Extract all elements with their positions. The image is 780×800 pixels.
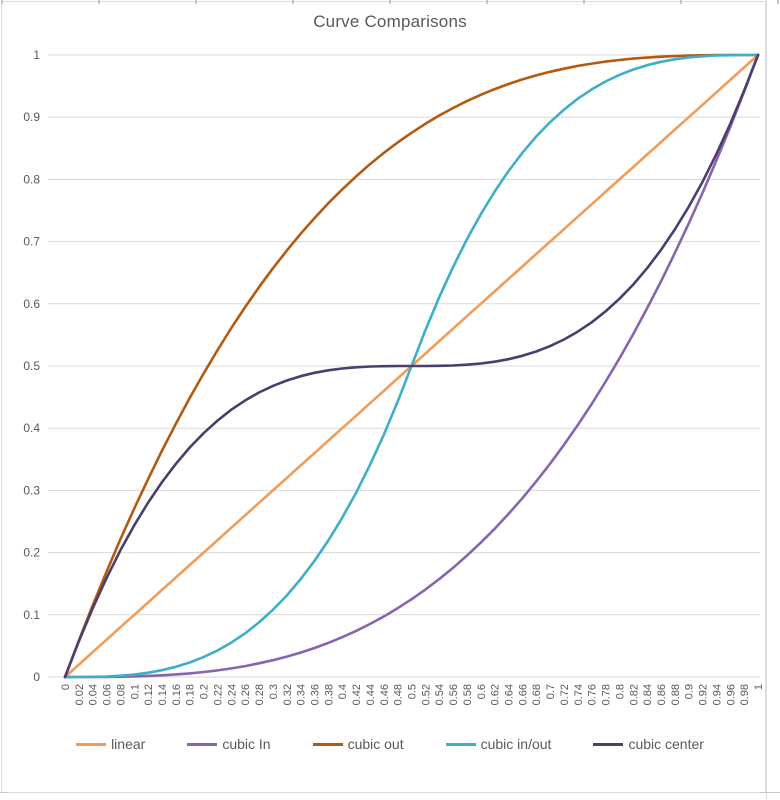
y-tick-label: 0.2	[23, 546, 40, 560]
legend-label: cubic out	[347, 736, 404, 752]
y-tick-label: 0.9	[23, 110, 40, 124]
x-tick-label: 0.46	[379, 684, 391, 705]
y-tick-label: 0.3	[23, 483, 40, 497]
legend-label: cubic in/out	[480, 736, 552, 752]
legend-swatch-cubic-in-out	[445, 742, 476, 746]
x-tick-label: 0.96	[725, 684, 737, 705]
legend-item-cubic-center[interactable]: cubic center	[593, 736, 704, 752]
x-tick-label: 0.32	[282, 684, 294, 705]
y-tick-label: 0.1	[23, 608, 40, 622]
x-tick-label: 0.08	[115, 684, 127, 705]
x-tick-label: 0.38	[323, 684, 335, 705]
x-tick-label: 0.82	[628, 684, 640, 705]
y-tick-label: 0.4	[23, 421, 40, 435]
x-tick-label: 0.22	[213, 684, 225, 705]
chart-frame	[1, 1, 766, 793]
legend: linear cubic In cubic out cubic in/out cubic…	[0, 736, 780, 752]
x-tick-label: 0.84	[642, 684, 654, 705]
legend-item-cubic-out[interactable]: cubic out	[312, 736, 404, 752]
x-tick-label: 0.88	[670, 684, 682, 705]
series-line-cubic-center[interactable]	[63, 53, 760, 679]
x-tick-label: 1	[753, 684, 765, 690]
x-tick-label: 0.04	[88, 684, 100, 705]
legend-swatch-cubic-in	[187, 742, 218, 746]
x-tick-label: 0.5	[407, 684, 419, 699]
x-tick-label: 0.78	[601, 684, 613, 705]
x-tick-label: 0.68	[531, 684, 543, 705]
x-tick-label: 0.44	[365, 684, 377, 705]
x-tick-label: 0.62	[490, 684, 502, 705]
y-tick-label: 0.5	[23, 359, 40, 373]
x-tick-label: 0.64	[504, 684, 516, 705]
y-tick-label: 0.7	[23, 235, 40, 249]
x-tick-label: 0.12	[143, 684, 155, 705]
x-tick-label: 0.16	[171, 684, 183, 705]
x-tick-label: 0.3	[268, 684, 280, 699]
x-tick-label: 0.76	[587, 684, 599, 705]
x-tick-label: 0.72	[559, 684, 571, 705]
x-tick-label: 0.14	[157, 684, 169, 705]
x-tick-label: 0.92	[698, 684, 710, 705]
x-tick-label: 0.98	[739, 684, 751, 705]
x-tick-label: 0.24	[226, 684, 238, 705]
y-tick-label: 0.8	[23, 172, 40, 186]
x-tick-label: 0.48	[393, 684, 405, 705]
x-tick-label: 0.42	[351, 684, 363, 705]
x-tick-label: 0.26	[240, 684, 252, 705]
x-tick-label: 0.52	[420, 684, 432, 705]
x-tick-label: 0	[60, 684, 72, 690]
legend-swatch-cubic-center	[593, 742, 624, 746]
y-tick-label: 1	[33, 48, 40, 62]
x-tick-label: 0.18	[185, 684, 197, 705]
x-tick-label: 0.06	[102, 684, 114, 705]
legend-label: cubic In	[222, 736, 271, 752]
x-tick-label: 0.1	[129, 684, 141, 699]
x-tick-label: 0.02	[74, 684, 86, 705]
series-line-cubic-in[interactable]	[63, 53, 760, 679]
legend-item-linear[interactable]: linear	[76, 736, 145, 752]
legend-item-cubic-in-out[interactable]: cubic in/out	[445, 736, 552, 752]
legend-swatch-linear	[76, 742, 107, 746]
x-tick-label: 0.54	[434, 684, 446, 705]
x-tick-label: 0.8	[614, 684, 626, 699]
x-tick-label: 0.36	[310, 684, 322, 705]
x-tick-label: 0.56	[448, 684, 460, 705]
x-tick-label: 0.6	[476, 684, 488, 699]
x-tick-label: 0.7	[545, 684, 557, 699]
x-tick-label: 0.28	[254, 684, 266, 705]
legend-label: linear	[111, 736, 146, 752]
x-tick-label: 0.74	[573, 684, 585, 705]
x-tick-label: 0.94	[711, 684, 723, 705]
y-tick-label: 0.6	[23, 297, 40, 311]
legend-label: cubic center	[628, 736, 704, 752]
chart-title: Curve Comparisons	[313, 12, 467, 31]
legend-item-cubic-in[interactable]: cubic In	[187, 736, 271, 752]
x-tick-label: 0.86	[656, 684, 668, 705]
x-tick-label: 0.66	[517, 684, 529, 705]
x-tick-label: 0.34	[296, 684, 308, 705]
legend-swatch-cubic-out	[312, 742, 343, 746]
series-line-cubic-out[interactable]	[63, 53, 760, 679]
x-tick-label: 0.4	[337, 684, 349, 699]
y-tick-label: 0	[33, 670, 40, 684]
x-tick-label: 0.58	[462, 684, 474, 705]
x-tick-label: 0.2	[199, 684, 211, 699]
x-tick-label: 0.9	[684, 684, 696, 699]
